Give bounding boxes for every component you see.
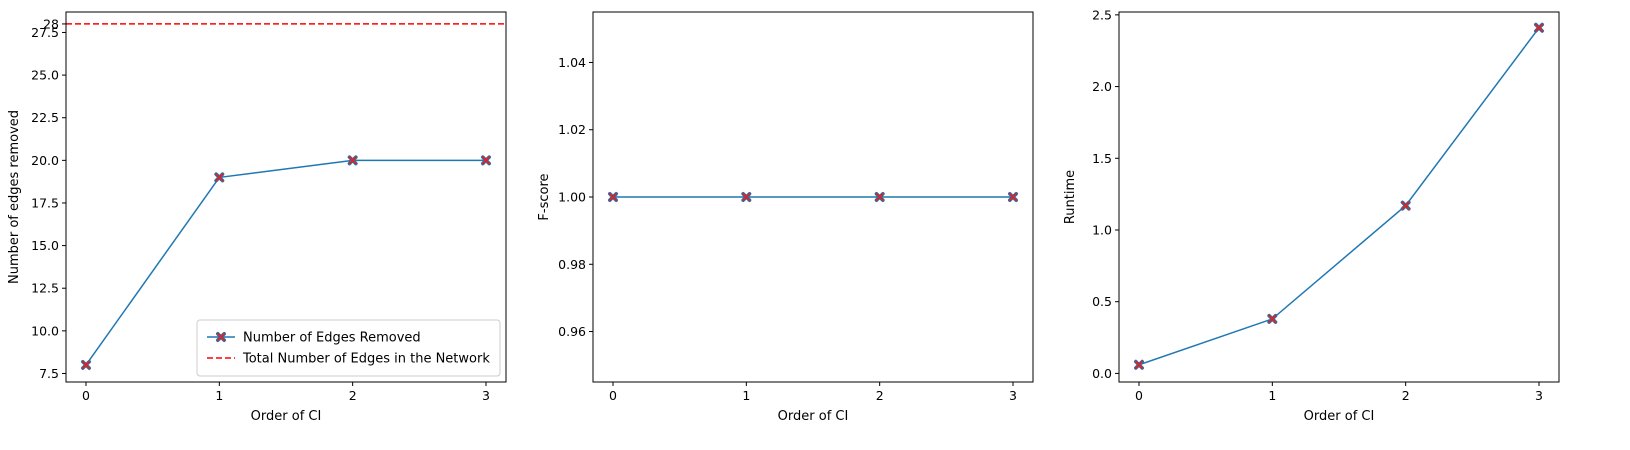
x-tick-label: 3 (482, 388, 490, 403)
y-tick-label: 1.5 (1092, 151, 1112, 166)
y-tick-label: 27.5 (31, 25, 59, 40)
plot-frame (65, 11, 507, 383)
y-tick-label: 0.96 (558, 324, 586, 339)
plot-frame (592, 11, 1034, 383)
chart-panel-1: 0 1 2 3 7.5 10.0 12.5 15.0 17.5 20.0 22.5 25.0 27.52… (7, 11, 507, 424)
y-tick-label: 22.5 (31, 110, 59, 125)
data-point-marker (608, 192, 618, 202)
y-tick-label: 20.0 (31, 153, 59, 168)
legend-label: Total Number of Edges in the Network (242, 352, 490, 367)
y-tick-label: 1.02 (558, 122, 586, 137)
x-tick-label: 3 (1009, 388, 1017, 403)
data-point-marker (215, 173, 224, 182)
x-axis-label: Order of CI (251, 409, 322, 424)
x-tick-label: 3 (1535, 388, 1543, 403)
y-tick-label: 1.0 (1092, 222, 1112, 237)
x-tick-label: 1 (215, 388, 223, 403)
plot-frame (1118, 11, 1560, 383)
x-tick-label: 0 (1135, 388, 1143, 403)
data-point-marker (1268, 314, 1277, 324)
y-tick-label: 7.5 (39, 366, 59, 381)
y-tick-label: 0.98 (558, 257, 586, 272)
y-tick-label: 28 (43, 16, 59, 31)
y-tick-label: 10.0 (31, 323, 59, 338)
x-tick-label: 2 (349, 388, 357, 403)
data-point-marker (1534, 23, 1544, 32)
y-tick-label: 15.0 (31, 238, 59, 253)
data-point (81, 359, 91, 370)
legend: Number of Edges Removed Total Number of E… (196, 319, 501, 377)
data-point-marker (481, 156, 491, 165)
data-point (607, 192, 619, 202)
data-point-marker (348, 156, 357, 165)
data-point (741, 192, 752, 202)
data-point-marker (1401, 201, 1410, 210)
y-axis-label: Runtime (1063, 170, 1078, 224)
data-point-marker (81, 360, 91, 370)
data-point (1534, 22, 1544, 33)
y-tick-label: 25.0 (31, 68, 59, 83)
data-point-marker (1008, 192, 1018, 202)
data-point (1267, 313, 1278, 324)
y-tick-label: 2.0 (1092, 79, 1112, 94)
data-point-marker (742, 192, 751, 202)
series-line (1138, 27, 1540, 366)
legend-label: Number of Edges Removed (243, 331, 421, 346)
data-point (1007, 192, 1019, 202)
chart-panel-2: 0 1 2 3 0.96 0.98 1.00 1.02 1.04 Order of CI F-sco… (537, 11, 1034, 424)
y-axis-label: F-score (537, 173, 552, 220)
data-point (1134, 359, 1144, 370)
y-tick-label: 2.5 (1092, 7, 1112, 22)
y-axis-label: Number of edges removed (7, 110, 22, 284)
data-point (480, 155, 492, 166)
data-point (347, 155, 358, 166)
data-point-marker (1134, 360, 1144, 369)
x-tick-label: 2 (1402, 388, 1410, 403)
x-axis-label: Order of CI (1304, 409, 1375, 424)
x-axis-label: Order of CI (778, 409, 849, 424)
y-tick-label: 12.5 (31, 281, 59, 296)
data-point (874, 192, 885, 202)
data-point (214, 172, 225, 183)
y-tick-label: 0.5 (1092, 294, 1112, 309)
x-tick-label: 0 (609, 388, 617, 403)
x-tick-label: 1 (1268, 388, 1276, 403)
x-tick-label: 0 (82, 388, 90, 403)
y-tick-label: 0.0 (1092, 366, 1112, 381)
data-point-marker (875, 192, 884, 202)
data-point (1400, 200, 1411, 211)
y-tick-label: 1.04 (558, 55, 586, 70)
legend-box (196, 319, 501, 377)
y-tick-label: 1.00 (558, 190, 586, 205)
chart-panel-3: 0 1 2 3 0.0 0.5 1.0 1.5 2.0 2.5 Order of CI Runtime (1063, 7, 1560, 424)
series-line (85, 159, 486, 366)
legend-handle-marker (216, 332, 226, 342)
x-tick-label: 2 (876, 388, 884, 403)
x-tick-label: 1 (742, 388, 750, 403)
y-tick-label: 17.5 (31, 195, 59, 210)
